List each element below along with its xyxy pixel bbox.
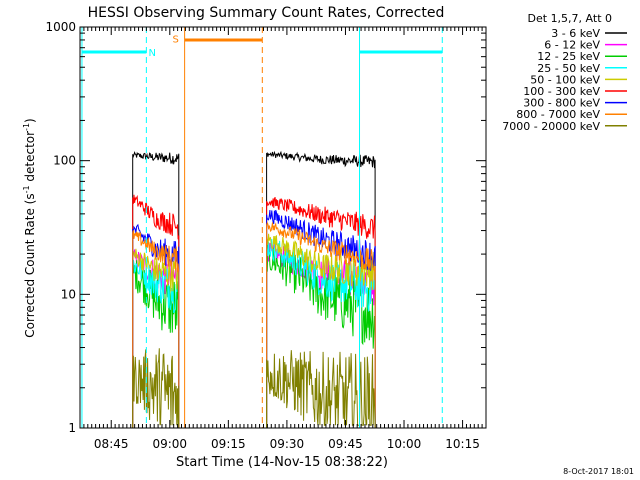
y-tick-label: 1000 <box>45 20 76 34</box>
y-axis: 1 10 100 1000 <box>45 20 486 435</box>
series-line-9-segment-1 <box>132 348 180 428</box>
legend-item-label: 25 - 50 keV <box>537 62 600 75</box>
series-line-6-segment-1 <box>132 194 180 428</box>
y-axis-label: Corrected Count Rate (s-1 detector-1) <box>22 118 37 337</box>
x-tick-label: 09:00 <box>152 437 187 451</box>
legend-item-label: 100 - 300 keV <box>523 85 600 98</box>
legend-item-label: 300 - 800 keV <box>523 97 600 110</box>
series-line-5-segment-2 <box>266 233 376 428</box>
series-line-8-segment-2 <box>266 221 376 428</box>
legend-item-label: 7000 - 20000 keV <box>502 120 600 133</box>
series-layer <box>132 150 376 428</box>
series-line-6-segment-2 <box>266 196 376 428</box>
legend-item-label: 50 - 100 keV <box>530 73 600 86</box>
y-tick-label: 10 <box>61 287 76 301</box>
x-tick-label: 08:45 <box>94 437 129 451</box>
timestamp: 8-Oct-2017 18:01 <box>563 467 634 476</box>
x-tick-label: 09:30 <box>270 437 305 451</box>
flag-label-1: N <box>148 48 155 59</box>
x-axis-label: Start Time (14-Nov-15 08:38:22) <box>176 455 388 470</box>
legend-item-label: 6 - 12 keV <box>544 39 600 52</box>
x-tick-label: 09:15 <box>211 437 246 451</box>
series-line-1-segment-2 <box>266 150 376 428</box>
series-line-1-segment-1 <box>132 150 180 428</box>
x-tick-label: 10:00 <box>387 437 422 451</box>
flag-label-2: S <box>172 35 178 46</box>
x-tick-label: 10:15 <box>445 437 480 451</box>
x-tick-label: 09:45 <box>328 437 363 451</box>
series-line-4-segment-2 <box>266 238 376 428</box>
series-line-8-segment-1 <box>132 230 180 428</box>
y-tick-label: 100 <box>53 154 76 168</box>
legend-item-label: 800 - 7000 keV <box>516 108 600 121</box>
legend-item-label: 3 - 6 keV <box>551 27 600 40</box>
legend-item-label: 12 - 25 keV <box>537 50 600 63</box>
legend-header: Det 1,5,7, Att 0 <box>528 12 612 25</box>
chart-title: HESSI Observing Summary Count Rates, Cor… <box>88 5 445 21</box>
y-tick-label: 1 <box>68 421 76 435</box>
series-line-9-segment-2 <box>266 350 376 428</box>
series-line-4-segment-1 <box>132 258 180 428</box>
flags-layer: NS <box>81 27 443 428</box>
x-axis: 08:45 09:00 09:15 09:30 09:45 10:00 10:15 <box>83 27 483 451</box>
